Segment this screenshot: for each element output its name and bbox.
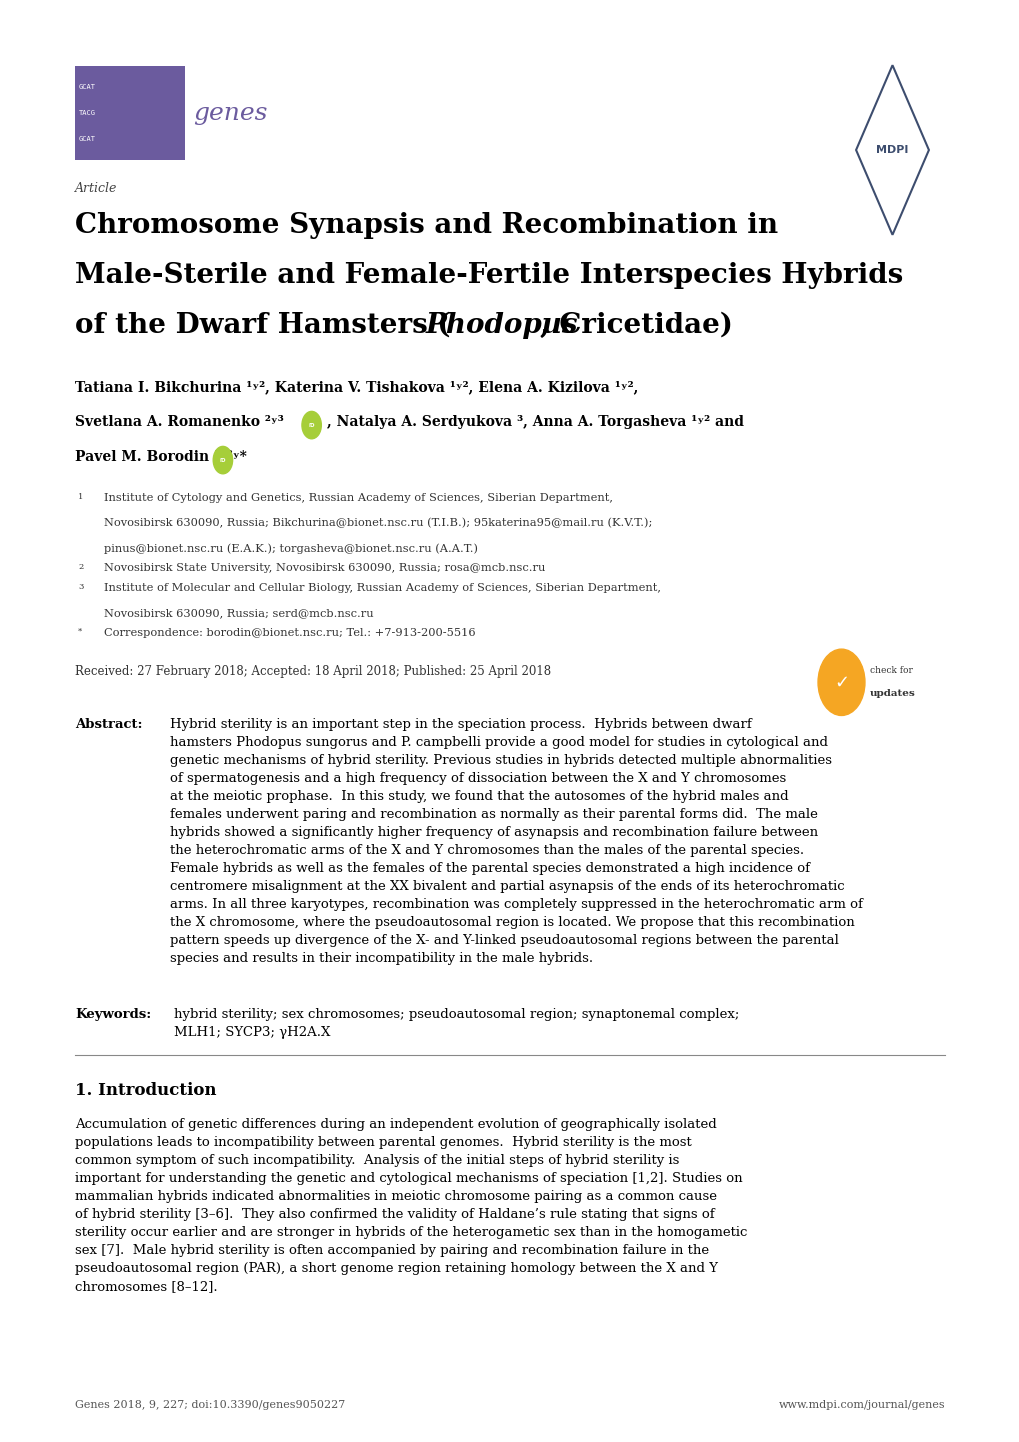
Text: Pavel M. Borodin ¹ʸ²ʸ*: Pavel M. Borodin ¹ʸ²ʸ* — [75, 450, 247, 464]
Text: Abstract:: Abstract: — [75, 718, 143, 731]
Circle shape — [302, 411, 321, 438]
Text: check for: check for — [869, 666, 912, 675]
Text: of the Dwarf Hamsters (: of the Dwarf Hamsters ( — [75, 311, 450, 339]
Text: Article: Article — [75, 182, 117, 195]
Text: Hybrid sterility is an important step in the speciation process.  Hybrids betwee: Hybrid sterility is an important step in… — [170, 718, 862, 965]
Text: ✓: ✓ — [834, 673, 848, 691]
Text: Keywords:: Keywords: — [75, 1008, 151, 1021]
Text: Institute of Cytology and Genetics, Russian Academy of Sciences, Siberian Depart: Institute of Cytology and Genetics, Russ… — [104, 493, 612, 503]
Circle shape — [213, 447, 232, 474]
Text: 3: 3 — [78, 583, 84, 591]
Text: Novosibirsk 630090, Russia; serd@mcb.nsc.ru: Novosibirsk 630090, Russia; serd@mcb.nsc… — [104, 609, 373, 619]
Text: hybrid sterility; sex chromosomes; pseudoautosomal region; synaptonemal complex;: hybrid sterility; sex chromosomes; pseud… — [174, 1008, 739, 1040]
Text: Novosibirsk 630090, Russia; Bikchurina@bionet.nsc.ru (T.I.B.); 95katerina95@mail: Novosibirsk 630090, Russia; Bikchurina@b… — [104, 518, 651, 528]
Text: , Natalya A. Serdyukova ³, Anna A. Torgasheva ¹ʸ² and: , Natalya A. Serdyukova ³, Anna A. Torga… — [327, 415, 743, 430]
Text: , Cricetidae): , Cricetidae) — [540, 311, 733, 339]
Text: pinus@bionet.nsc.ru (E.A.K.); torgasheva@bionet.nsc.ru (A.A.T.): pinus@bionet.nsc.ru (E.A.K.); torgasheva… — [104, 544, 477, 554]
Text: updates: updates — [869, 689, 915, 698]
Text: Received: 27 February 2018; Accepted: 18 April 2018; Published: 25 April 2018: Received: 27 February 2018; Accepted: 18… — [75, 665, 550, 678]
Text: Institute of Molecular and Cellular Biology, Russian Academy of Sciences, Siberi: Institute of Molecular and Cellular Biol… — [104, 583, 660, 593]
Text: Tatiana I. Bikchurina ¹ʸ², Katerina V. Tishakova ¹ʸ², Elena A. Kizilova ¹ʸ²,: Tatiana I. Bikchurina ¹ʸ², Katerina V. T… — [75, 381, 638, 394]
Text: *: * — [78, 629, 83, 636]
Text: 1: 1 — [78, 493, 84, 500]
Text: iD: iD — [219, 457, 226, 463]
Text: GCAT: GCAT — [79, 137, 96, 143]
Text: Accumulation of genetic differences during an independent evolution of geographi: Accumulation of genetic differences duri… — [75, 1118, 747, 1293]
Text: Correspondence: borodin@bionet.nsc.ru; Tel.: +7-913-200-5516: Correspondence: borodin@bionet.nsc.ru; T… — [104, 629, 475, 637]
Text: Genes 2018, 9, 227; doi:10.3390/genes9050227: Genes 2018, 9, 227; doi:10.3390/genes905… — [75, 1400, 344, 1410]
Text: genes: genes — [194, 101, 268, 124]
Text: iD: iD — [308, 423, 315, 428]
Text: GCAT: GCAT — [79, 84, 96, 89]
Text: 2: 2 — [78, 562, 84, 571]
Text: 1. Introduction: 1. Introduction — [75, 1082, 216, 1099]
Text: www.mdpi.com/journal/genes: www.mdpi.com/journal/genes — [777, 1400, 944, 1410]
Text: TACG: TACG — [79, 110, 96, 117]
Text: MDPI: MDPI — [875, 146, 908, 154]
Text: Svetlana A. Romanenko ²ʸ³: Svetlana A. Romanenko ²ʸ³ — [75, 415, 283, 430]
Circle shape — [817, 649, 864, 715]
Text: Chromosome Synapsis and Recombination in: Chromosome Synapsis and Recombination in — [75, 212, 777, 239]
FancyBboxPatch shape — [75, 66, 185, 160]
Text: Novosibirsk State University, Novosibirsk 630090, Russia; rosa@mcb.nsc.ru: Novosibirsk State University, Novosibirs… — [104, 562, 544, 572]
Text: Male-Sterile and Female-Fertile Interspecies Hybrids: Male-Sterile and Female-Fertile Interspe… — [75, 262, 903, 288]
Text: Phodopus: Phodopus — [426, 311, 578, 339]
